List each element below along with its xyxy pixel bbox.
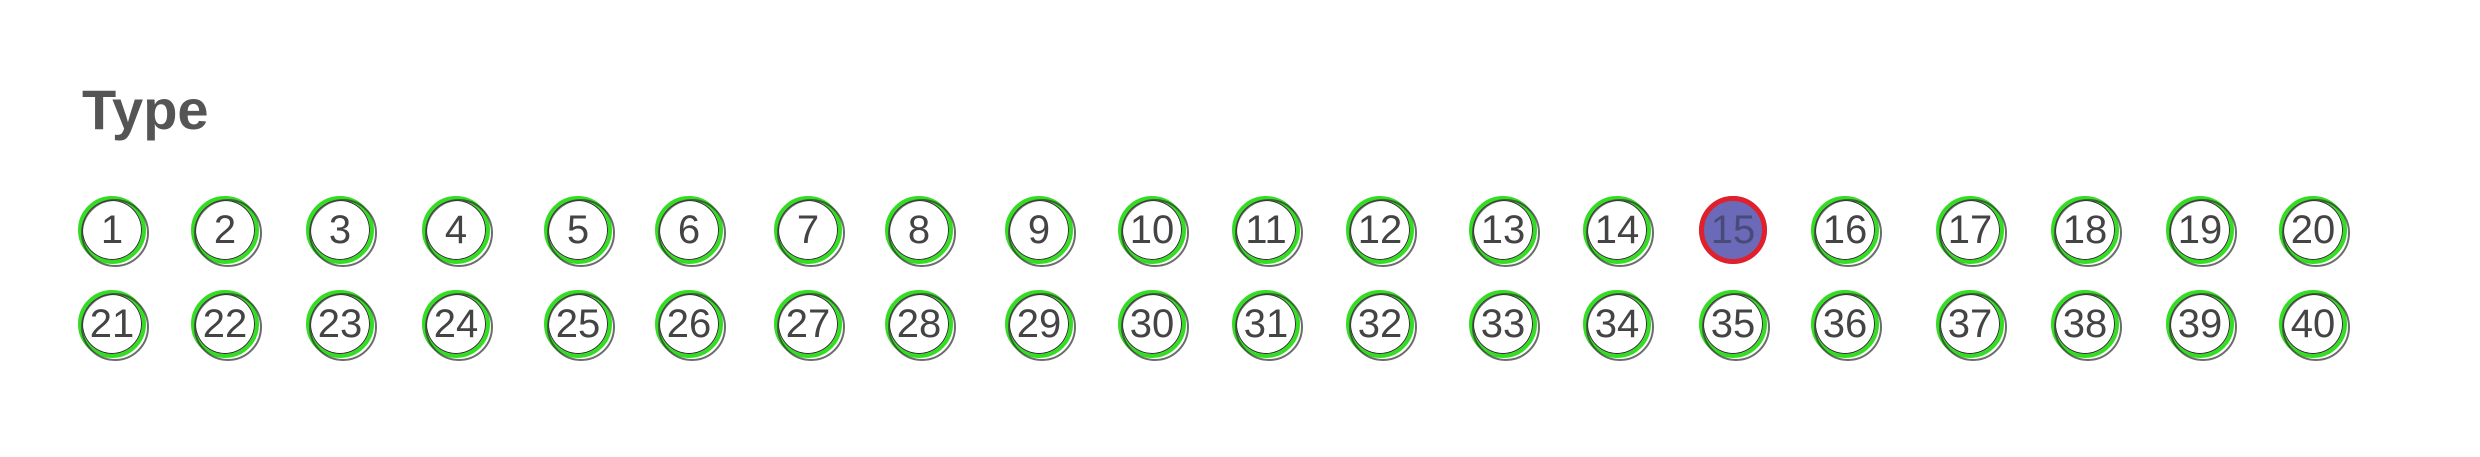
- type-bubble-label: 17: [1947, 207, 1993, 252]
- type-bubble-label: 1: [100, 207, 124, 252]
- type-bubble-30[interactable]: 30: [1118, 290, 1189, 361]
- type-bubble-15[interactable]: 15: [1699, 196, 1767, 264]
- type-bubble-label: 36: [1822, 301, 1868, 346]
- type-bubble-label: 4: [444, 207, 468, 252]
- type-bubble-label: 29: [1016, 301, 1062, 346]
- type-bubble-13[interactable]: 13: [1469, 196, 1540, 267]
- type-bubble-34[interactable]: 34: [1583, 290, 1654, 361]
- type-bubble-label: 28: [896, 301, 942, 346]
- type-bubble-18[interactable]: 18: [2051, 196, 2122, 267]
- type-bubble-label: 15: [1710, 207, 1756, 252]
- type-bubble-label: 24: [433, 301, 479, 346]
- type-bubble-label: 23: [317, 301, 363, 346]
- type-bubble-label: 38: [2062, 301, 2108, 346]
- type-bubble-20[interactable]: 20: [2279, 196, 2350, 267]
- type-bubble-label: 26: [666, 301, 712, 346]
- type-bubble-label: 16: [1822, 207, 1868, 252]
- type-bubble-label: 8: [907, 207, 931, 252]
- type-bubble-label: 35: [1710, 301, 1756, 346]
- type-bubble-4[interactable]: 4: [422, 196, 493, 267]
- type-bubble-27[interactable]: 27: [774, 290, 845, 361]
- type-bubble-5[interactable]: 5: [544, 196, 615, 267]
- type-bubble-25[interactable]: 25: [544, 290, 615, 361]
- type-bubble-3[interactable]: 3: [306, 196, 377, 267]
- type-bubble-35[interactable]: 35: [1699, 290, 1770, 361]
- type-bubble-6[interactable]: 6: [655, 196, 726, 267]
- type-bubble-29[interactable]: 29: [1005, 290, 1076, 361]
- type-bubble-label: 11: [1245, 207, 1287, 252]
- type-bubble-label: 20: [2290, 207, 2336, 252]
- type-bubble-label: 30: [1129, 301, 1175, 346]
- type-bubble-37[interactable]: 37: [1936, 290, 2007, 361]
- type-bubble-label: 7: [796, 207, 820, 252]
- type-bubble-24[interactable]: 24: [422, 290, 493, 361]
- type-bubble-label: 32: [1357, 301, 1403, 346]
- type-bubble-23[interactable]: 23: [306, 290, 377, 361]
- type-bubble-14[interactable]: 14: [1583, 196, 1654, 267]
- type-bubble-38[interactable]: 38: [2051, 290, 2122, 361]
- type-bubble-label: 5: [566, 207, 590, 252]
- type-bubble-36[interactable]: 36: [1811, 290, 1882, 361]
- type-bubble-7[interactable]: 7: [774, 196, 845, 267]
- type-bubble-label: 12: [1357, 207, 1403, 252]
- type-bubble-label: 9: [1027, 207, 1051, 252]
- type-bubble-33[interactable]: 33: [1469, 290, 1540, 361]
- type-bubble-label: 10: [1129, 207, 1175, 252]
- type-bubble-label: 3: [328, 207, 352, 252]
- type-bubble-17[interactable]: 17: [1936, 196, 2007, 267]
- type-bubble-label: 27: [785, 301, 831, 346]
- type-bubble-16[interactable]: 16: [1811, 196, 1882, 267]
- type-bubble-label: 21: [89, 301, 135, 346]
- type-bubble-31[interactable]: 31: [1232, 290, 1303, 361]
- type-bubble-28[interactable]: 28: [885, 290, 956, 361]
- section-title: Type: [82, 78, 209, 141]
- type-bubble-label: 13: [1480, 207, 1526, 252]
- type-bubble-label: 19: [2177, 207, 2223, 252]
- type-bubble-9[interactable]: 9: [1005, 196, 1076, 267]
- type-bubble-10[interactable]: 10: [1118, 196, 1189, 267]
- type-bubble-40[interactable]: 40: [2279, 290, 2350, 361]
- type-bubble-label: 37: [1947, 301, 1993, 346]
- type-bubble-19[interactable]: 19: [2166, 196, 2237, 267]
- type-bubble-label: 18: [2062, 207, 2108, 252]
- type-bubble-11[interactable]: 11: [1232, 196, 1303, 267]
- type-bubble-label: 25: [555, 301, 601, 346]
- type-bubble-label: 40: [2290, 301, 2336, 346]
- type-bubble-32[interactable]: 32: [1346, 290, 1417, 361]
- type-bubble-39[interactable]: 39: [2166, 290, 2237, 361]
- type-bubble-label: 34: [1594, 301, 1640, 346]
- type-bubble-label: 14: [1594, 207, 1640, 252]
- type-bubble-label: 2: [213, 207, 237, 252]
- type-bubble-8[interactable]: 8: [885, 196, 956, 267]
- type-bubble-12[interactable]: 12: [1346, 196, 1417, 267]
- type-bubble-2[interactable]: 2: [191, 196, 262, 267]
- type-bubble-22[interactable]: 22: [191, 290, 262, 361]
- type-bubble-1[interactable]: 1: [78, 196, 149, 267]
- type-bubble-label: 33: [1480, 301, 1526, 346]
- type-bubble-label: 31: [1243, 301, 1289, 346]
- type-bubble-21[interactable]: 21: [78, 290, 149, 361]
- type-bubble-label: 22: [202, 301, 248, 346]
- type-bubble-26[interactable]: 26: [655, 290, 726, 361]
- type-bubble-label: 39: [2177, 301, 2223, 346]
- type-bubble-label: 6: [677, 207, 701, 252]
